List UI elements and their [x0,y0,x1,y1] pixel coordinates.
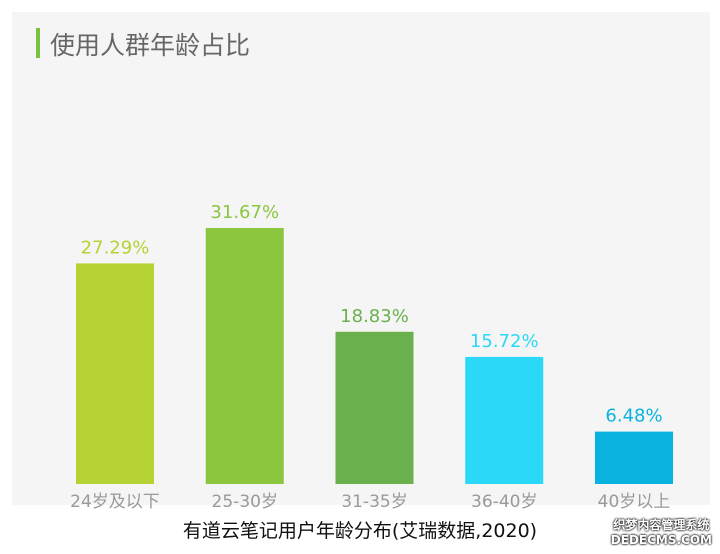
bar-4 [595,431,673,484]
title-accent-bar [36,28,40,58]
category-label: 36-40岁 [471,492,537,512]
chart-title: 使用人群年龄占比 [50,31,251,60]
category-label: 24岁及以下 [70,492,160,512]
category-label: 25-30岁 [212,492,278,512]
bar-0 [76,263,154,484]
data-label: 31.67% [210,202,279,223]
data-label: 27.29% [81,237,150,258]
category-label: 31-35岁 [341,492,407,512]
data-label: 18.83% [340,306,409,327]
category-label: 40岁以上 [598,492,671,512]
data-label: 15.72% [470,331,539,352]
bar-1 [205,228,284,484]
chart-caption: 有道云笔记用户年龄分布(艾瑞数据,2020) [182,520,538,542]
bar-2 [335,331,414,484]
data-label: 6.48% [605,406,662,427]
bar-3 [465,356,544,484]
watermark-logo: 织梦内容管理系统 DEDECMS.COM [610,518,712,547]
